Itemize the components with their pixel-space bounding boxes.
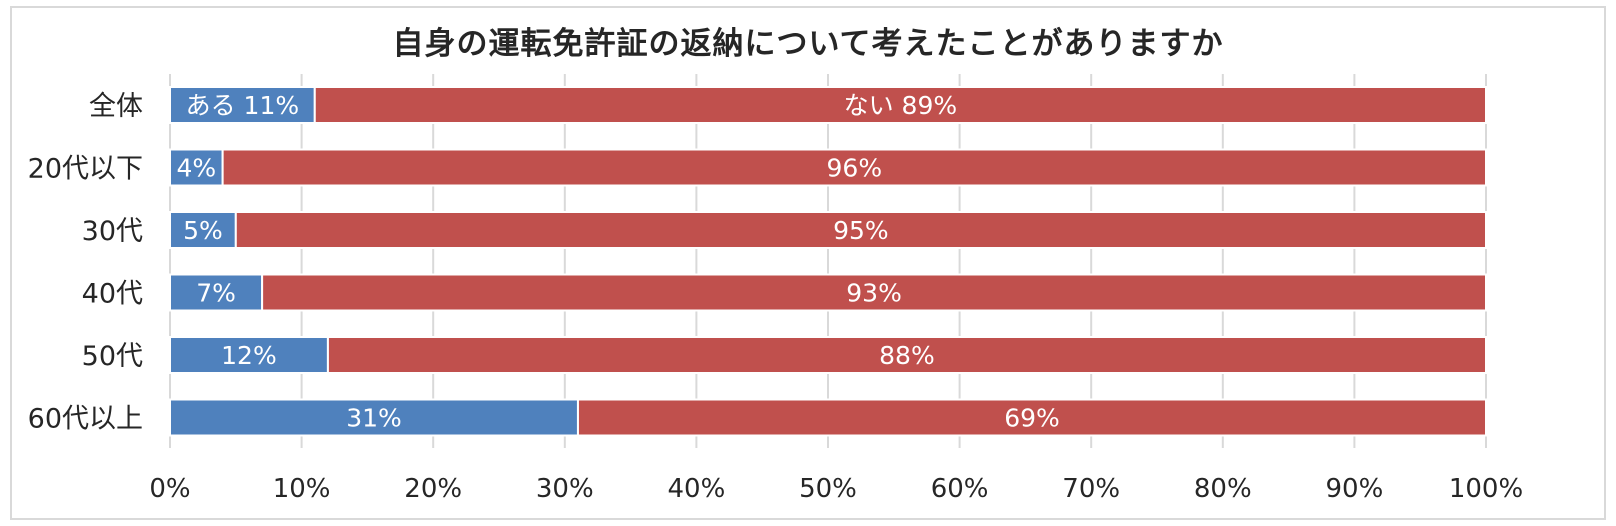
data-label: 31% [346,404,402,433]
x-tick-label: 0% [149,474,190,504]
category-label: 50代 [82,341,143,372]
x-tick-label: 50% [799,474,857,504]
data-label: ある 11% [186,91,300,120]
x-tick-label: 10% [273,474,331,504]
bar-segment-aru [169,211,237,249]
data-label: 12% [221,341,277,370]
x-tick-label: 80% [1194,474,1252,504]
grid-lines [169,74,1487,448]
category-label: 30代 [82,216,143,247]
data-label: 69% [1004,404,1060,433]
data-label: 7% [196,279,236,308]
data-label: ない 89% [844,91,958,120]
bar-segment-nai [313,86,1487,124]
category-labels: 全体 20代以下 30代 40代 50代 60代以上 [28,91,143,435]
category-label: 20代以下 [28,154,143,185]
x-tick-label: 70% [1062,474,1120,504]
x-tick-label: 30% [536,474,594,504]
bar-segment-nai [576,398,1487,437]
x-axis-ticks: 0% 10% 20% 30% 40% 50% 60% 70% 80% 90% 100% [149,474,1523,504]
bars [169,86,1487,437]
x-tick-label: 90% [1326,474,1384,504]
bar-segment-aru [169,273,264,312]
bar-segment-nai [221,148,1487,187]
data-label: 4% [176,154,216,183]
data-label: 5% [183,216,223,245]
bar-segment-nai [261,273,1487,312]
category-label: 40代 [82,279,143,310]
category-label: 全体 [89,91,143,122]
x-tick-label: 60% [931,474,989,504]
category-label: 60代以上 [28,404,143,435]
x-tick-label: 20% [404,474,462,504]
bar-segment-nai [326,336,1487,374]
chart-title: 自身の運転免許証の返納について考えたことがありますか [392,26,1224,62]
bar-segment-nai [234,211,1487,249]
bar-segment-aru [169,336,329,374]
data-label: 88% [879,341,935,370]
bar-segment-aru [169,398,579,437]
data-label: 95% [833,216,889,245]
x-tick-label: 40% [668,474,726,504]
data-label: 96% [827,154,883,183]
x-tick-label: 100% [1449,474,1523,504]
data-label: 93% [846,279,902,308]
data-labels: ある 11% ない 89% 4% 96% 5% 95% 7% 93% 12% 88% 31% 69% [176,91,1059,433]
